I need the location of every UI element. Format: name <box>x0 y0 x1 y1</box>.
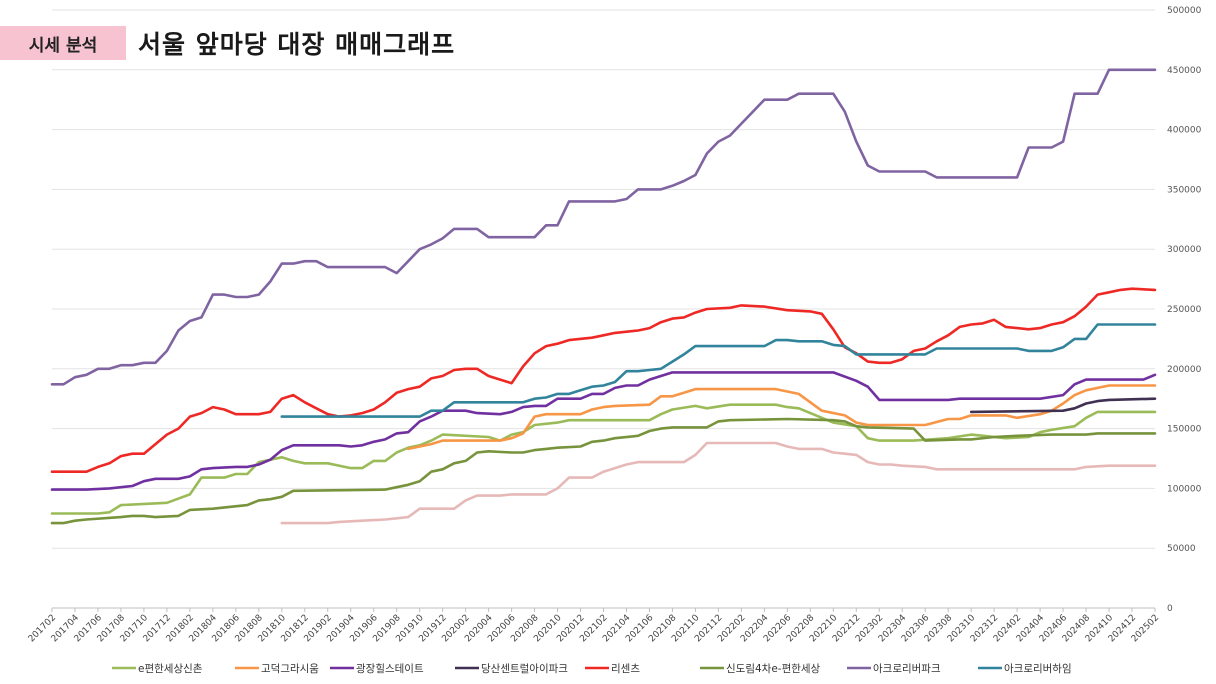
y-tick-label: 300000 <box>1167 245 1202 255</box>
legend-label: 신도림4차e-편한세상 <box>726 662 821 675</box>
legend: e편한세상신촌 고덕그라시움 광장힐스테이트 당산센트럴아이파크 리센츠 신도림4차e-편… <box>112 662 1072 675</box>
y-tick-label: 100000 <box>1167 484 1202 494</box>
analysis-badge: 시세 분석 <box>0 26 126 60</box>
legend-label: 당산센트럴아이파크 <box>481 662 568 675</box>
legend-label: 아크로리버하임 <box>1004 662 1072 675</box>
y-tick-label: 500000 <box>1167 6 1202 16</box>
y-tick-label: 150000 <box>1167 425 1202 435</box>
legend-label: 아크로리버파크 <box>873 663 941 675</box>
series-line <box>280 323 1157 418</box>
series-line <box>50 403 1157 515</box>
series-line <box>969 397 1157 414</box>
series-line <box>50 417 1157 525</box>
legend-label: 고덕그라시움 <box>261 663 319 675</box>
legend-label: e편한세상신촌 <box>138 662 203 675</box>
x-axis: 2017022017042017062017082017102017122018… <box>27 608 1161 644</box>
series-line <box>50 68 1157 386</box>
y-tick-label: 200000 <box>1167 365 1202 375</box>
y-tick-label: 0 <box>1167 604 1173 614</box>
legend-label: 광장힐스테이트 <box>356 662 424 675</box>
y-tick-label: 250000 <box>1167 305 1202 315</box>
y-axis: 0 50000 100000 150000 200000 250000 300000 3500… <box>1167 6 1202 614</box>
series-line <box>50 371 1157 491</box>
series-line <box>50 287 1157 473</box>
series-line <box>280 441 1157 525</box>
series-line <box>406 384 1157 451</box>
y-tick-label: 450000 <box>1167 66 1202 76</box>
chart-title: 서울 앞마당 대장 매매그래프 <box>138 30 456 59</box>
y-tick-label: 400000 <box>1167 126 1202 136</box>
y-tick-label: 350000 <box>1167 185 1202 195</box>
legend-label: 리센츠 <box>611 663 640 675</box>
plot-area <box>50 68 1157 525</box>
gridlines <box>52 9 1155 609</box>
y-tick-label: 50000 <box>1167 544 1196 554</box>
chart-header: 시세 분석 서울 앞마당 대장 매매그래프 <box>0 26 455 60</box>
